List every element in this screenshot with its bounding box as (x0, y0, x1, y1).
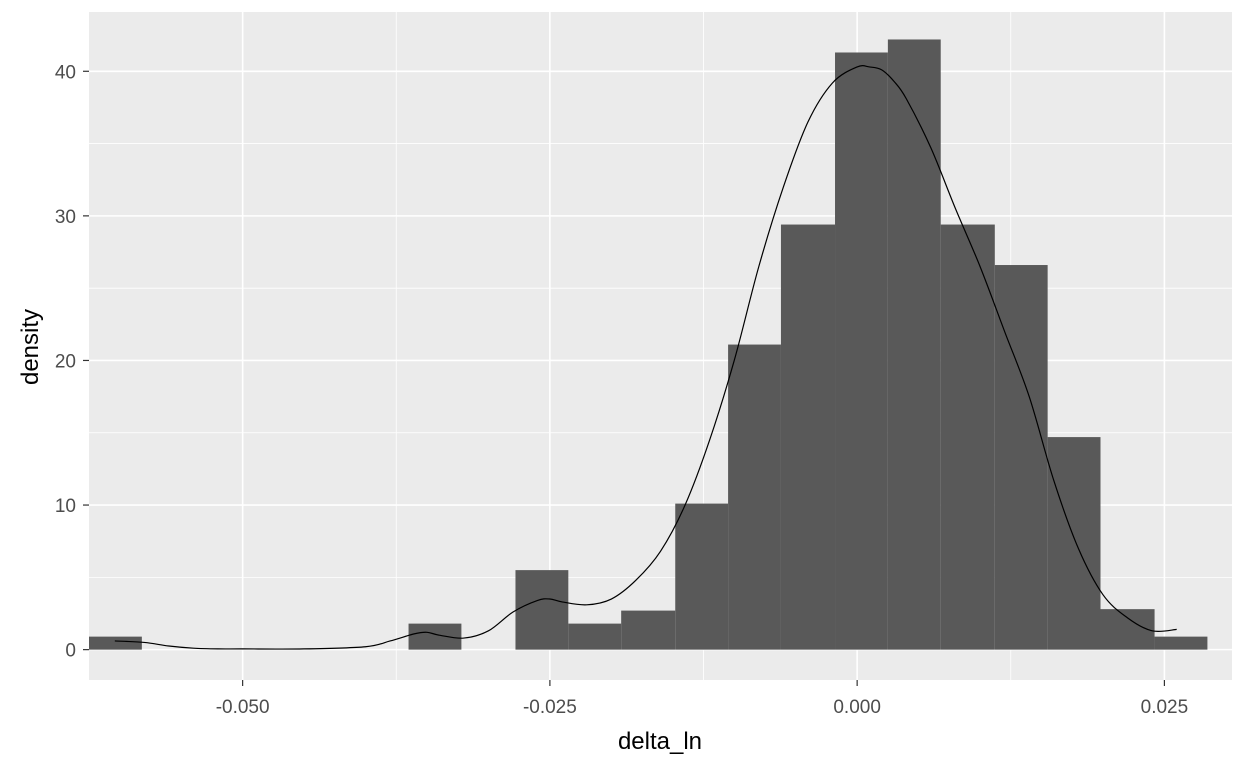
histogram-bar (780, 224, 836, 650)
histogram-bar (835, 52, 888, 650)
y-tick-label: 10 (55, 496, 76, 517)
histogram-bar (994, 265, 1048, 650)
histogram-bar (940, 224, 995, 650)
histogram-bar (408, 623, 462, 650)
x-tick-label: -0.025 (523, 697, 577, 718)
histogram-bar (515, 570, 569, 650)
histogram-bar (675, 503, 729, 650)
y-axis-title: density (17, 309, 44, 385)
histogram-bar (1154, 636, 1208, 650)
x-tick-label: 0.000 (833, 697, 881, 718)
histogram-bar (621, 610, 676, 650)
x-tick-label: 0.025 (1141, 697, 1189, 718)
histogram-bar (568, 623, 622, 650)
y-axis: 0 10 20 30 40 (55, 62, 89, 662)
density-curve (114, 65, 1177, 650)
histogram-bar (1047, 437, 1101, 650)
x-axis: -0.050 -0.025 0.000 0.025 (216, 680, 1188, 718)
histogram-bars (89, 39, 1208, 650)
histogram-bar (89, 636, 142, 650)
y-tick-label: 40 (55, 62, 76, 83)
histogram-bar (887, 39, 941, 650)
y-tick-label: 0 (65, 641, 76, 662)
y-tick-label: 30 (55, 207, 76, 228)
histogram-bar (1100, 609, 1155, 650)
y-tick-label: 20 (55, 351, 76, 372)
histogram-bar (728, 344, 781, 650)
x-axis-title: delta_ln (618, 728, 702, 755)
x-tick-label: -0.050 (216, 697, 270, 718)
